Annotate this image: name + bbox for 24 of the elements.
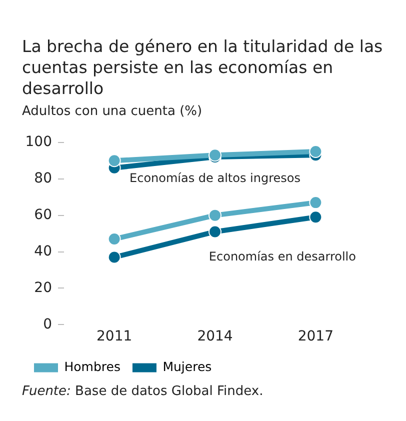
- point: [309, 210, 322, 224]
- point: [208, 208, 222, 222]
- point: [208, 225, 222, 238]
- x-tick-label: 2011: [96, 328, 132, 345]
- y-tick-label: 0: [43, 316, 52, 332]
- y-tick-label: 60: [34, 206, 52, 223]
- annotation: Economías en desarrollo: [208, 249, 356, 264]
- y-tick-label: 100: [25, 134, 52, 150]
- point: [108, 232, 121, 246]
- chart-title: La brecha de género en la titularidad de las cuentas persiste en las economías en desarrollo: [22, 36, 384, 99]
- annotation: Economías de altos ingresos: [130, 170, 300, 185]
- source-note: Fuente: Base de datos Global Findex.: [22, 384, 264, 399]
- legend-label: Mujeres: [162, 359, 212, 374]
- x-tick-label: 2014: [197, 328, 233, 345]
- y-tick-label: 20: [34, 280, 52, 296]
- point: [309, 145, 322, 158]
- y-axis-title: Adultos con una cuenta (%): [22, 104, 202, 119]
- point: [309, 196, 322, 210]
- point: [108, 154, 121, 168]
- x-tick-label: 2017: [298, 328, 334, 345]
- y-tick-label: 40: [34, 243, 52, 260]
- y-tick-label: 80: [34, 170, 52, 186]
- legend-label: Hombres: [64, 359, 120, 374]
- point: [108, 250, 121, 264]
